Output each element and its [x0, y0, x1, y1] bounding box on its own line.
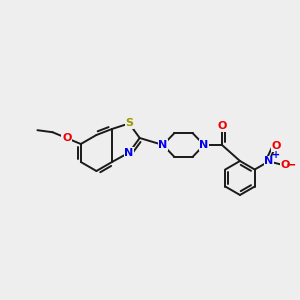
Text: N: N: [158, 140, 168, 150]
Text: N: N: [264, 156, 273, 167]
Text: −: −: [286, 159, 296, 172]
Text: O: O: [62, 133, 71, 143]
Text: N: N: [124, 148, 134, 158]
Text: S: S: [125, 118, 133, 128]
Text: O: O: [280, 160, 289, 170]
Text: O: O: [217, 121, 227, 131]
Text: N: N: [200, 140, 208, 150]
Text: +: +: [272, 150, 280, 161]
Text: O: O: [271, 141, 280, 152]
